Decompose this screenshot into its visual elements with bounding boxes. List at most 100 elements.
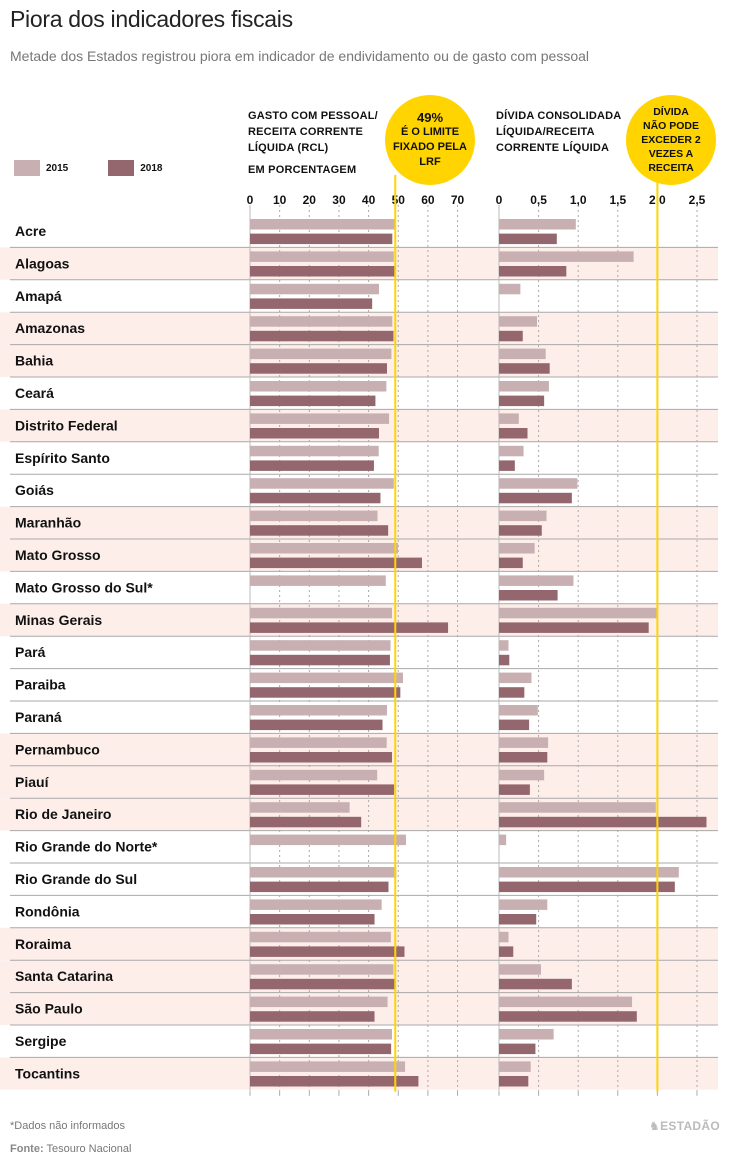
bar-2018-divida [499,816,707,828]
state-label: Goiás [15,482,54,498]
bar-2015-divida [499,283,521,295]
bar-2015-divida [499,899,548,910]
bar-2015-divida [499,672,532,684]
bar-2015-pessoal [250,996,388,1008]
state-label: Alagoas [15,255,70,271]
bar-2018-divida [499,460,515,471]
bar-2018-pessoal [250,233,393,245]
state-label: Paraná [15,709,62,725]
x-tick-label: 40 [362,193,376,207]
left-panel-unit: EM PORCENTAGEM [248,164,357,176]
callout-line: NÃO PODE [642,120,699,132]
state-label: Paraiba [15,677,66,693]
callout-line: DÍVIDA [653,106,689,118]
bar-2018-pessoal [250,492,381,504]
source-label: Fonte: [10,1143,44,1155]
legend-swatch-2015 [14,160,40,176]
bar-2018-divida [499,687,525,698]
bar-2015-divida [499,219,576,230]
state-label: Espírito Santo [15,450,110,466]
bar-2015-pessoal [250,607,393,619]
footnote: *Dados não informados [10,1120,125,1132]
bar-2018-pessoal [250,622,449,633]
bar-2018-divida [499,881,675,893]
bar-2015-divida [499,445,524,457]
bar-2015-divida [499,575,574,586]
bar-2015-divida [499,1029,554,1040]
source: Fonte: Tesouro Nacional [10,1143,131,1155]
right-header-line: DÍVIDA CONSOLIDADA [496,110,622,122]
bar-2015-divida [499,802,656,813]
state-label: Tocantins [15,1065,80,1081]
state-label: Rio Grande do Sul [15,871,137,887]
bar-2015-divida [499,931,509,943]
bar-2015-divida [499,964,541,975]
bar-2015-pessoal [250,575,386,586]
bar-2018-divida [499,428,528,439]
callout-line: RECEITA [648,162,694,174]
state-label: Santa Catarina [15,968,113,984]
bar-2018-pessoal [250,363,387,374]
bar-2015-pessoal [250,964,394,975]
bar-2015-pessoal [250,672,403,684]
state-label: Acre [15,223,46,239]
bar-2015-divida [499,769,545,781]
bar-2015-divida [499,867,679,878]
bar-2018-divida [499,557,523,569]
bar-2015-pessoal [250,219,395,230]
bar-2018-pessoal [250,719,383,731]
x-tick-label: 10 [273,193,287,207]
bar-2015-divida [499,607,657,619]
state-label: Mato Grosso [15,547,101,563]
state-label: Piauí [15,774,50,790]
bar-2015-divida [499,705,538,716]
callout-line: EXCEDER 2 [641,134,701,146]
bar-2015-pessoal [250,899,382,910]
bar-2018-divida [499,719,530,731]
bar-2018-divida [499,590,558,601]
bar-2015-pessoal [250,1061,406,1072]
bar-2018-pessoal [250,784,395,795]
bar-2018-divida [499,1043,536,1055]
bar-2018-pessoal [250,1011,375,1022]
left-header-line: LÍQUIDA (RCL) [248,142,329,154]
state-label: Amapá [15,288,62,304]
bar-2018-pessoal [250,946,405,957]
bar-2015-pessoal [250,478,394,489]
bar-2018-divida [499,784,530,795]
bar-2015-pessoal [250,931,391,943]
bar-2018-divida [499,525,542,536]
bar-2018-pessoal [250,752,393,763]
bar-2018-pessoal [250,525,389,536]
logo-icon: ♞ [649,1119,661,1133]
callout-line: FIXADO PELA [393,141,467,153]
bar-2015-pessoal [250,413,390,424]
bar-2015-pessoal [250,251,394,262]
right-header-line: CORRENTE LÍQUIDA [496,142,610,154]
bar-2015-divida [499,737,549,748]
callout-line: VEZES A [648,148,694,160]
logo-text: ESTADÃO [660,1119,720,1133]
bar-2015-divida [499,834,507,846]
callout-line: LRF [419,156,441,168]
state-label: Rondônia [15,903,80,919]
bar-2018-divida [499,395,545,407]
bar-2018-divida [499,233,557,245]
bar-2018-pessoal [250,654,390,666]
legend: 2015 2018 [14,160,203,176]
bar-2015-pessoal [250,834,406,846]
callout-value: 49% [416,110,444,125]
state-label: Amazonas [15,320,85,336]
bar-2015-divida [499,478,578,489]
bar-2015-divida [499,1061,531,1072]
right-panel-header: DÍVIDA CONSOLIDADA LÍQUIDA/RECEITA CORRE… [496,108,621,156]
bar-2015-pessoal [250,381,387,392]
x-tick-label: 50 [392,193,406,207]
bar-2018-divida [499,946,514,957]
left-header-line: RECEITA CORRENTE [248,126,364,138]
right-header-line: LÍQUIDA/RECEITA [496,126,595,138]
bar-2018-divida [499,752,548,763]
bar-2018-divida [499,622,649,633]
bar-2015-pessoal [250,737,387,748]
bar-2015-pessoal [250,283,379,295]
